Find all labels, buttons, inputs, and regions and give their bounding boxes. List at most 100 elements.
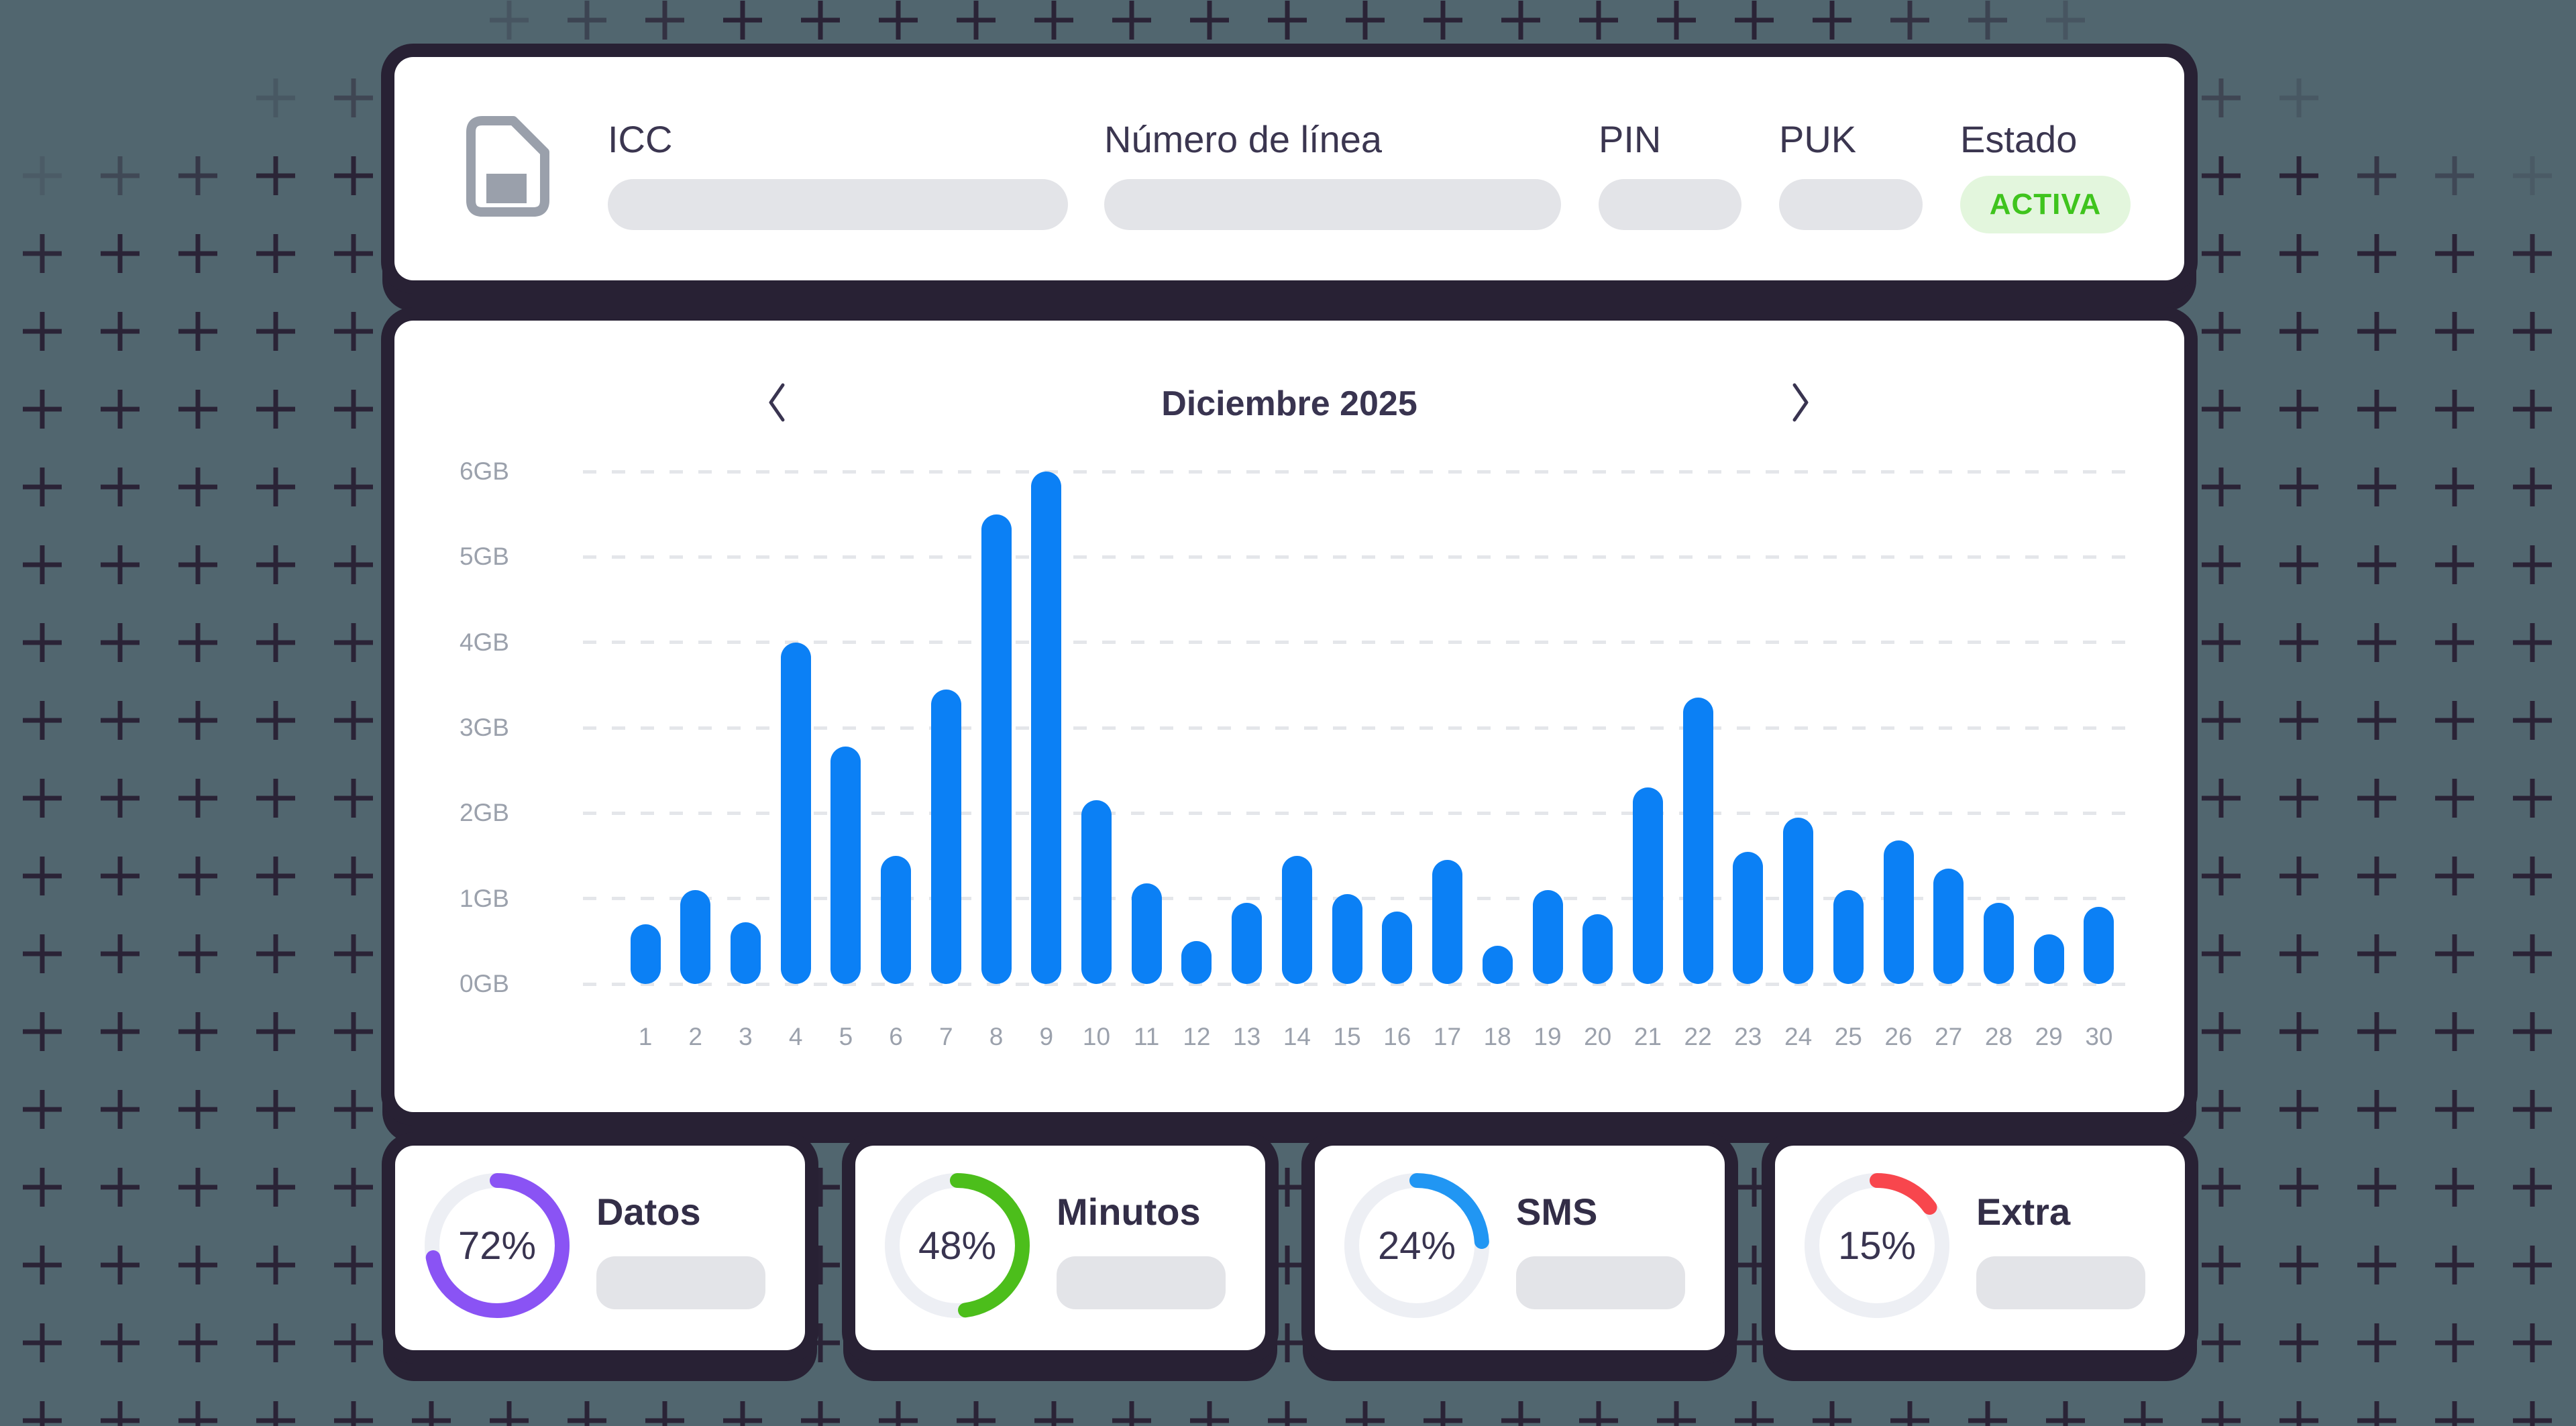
x-axis-label-day-10: 10	[1082, 1023, 1111, 1050]
bar-day-30[interactable]	[2084, 907, 2114, 984]
x-axis-label-day-20: 20	[1584, 1023, 1612, 1050]
x-axis-label-day-11: 11	[1133, 1023, 1160, 1050]
x-axis-label-day-16: 16	[1383, 1023, 1411, 1050]
bar-day-17[interactable]	[1432, 860, 1462, 984]
bar-day-16[interactable]	[1382, 911, 1413, 984]
icc-value-placeholder	[608, 179, 1068, 230]
x-axis-label-day-17: 17	[1433, 1023, 1462, 1050]
datos-progress-ring: 72%	[425, 1173, 570, 1318]
bar-day-28[interactable]	[1983, 903, 2014, 984]
extra-ring-icon	[1805, 1173, 1949, 1318]
sms-percent-value: 24%	[1377, 1223, 1456, 1268]
extra-card-label: Extra	[1976, 1191, 2071, 1233]
gridline-4gb	[583, 641, 2141, 645]
bar-day-5[interactable]	[830, 747, 861, 984]
bar-day-27[interactable]	[1933, 869, 1964, 984]
x-axis-label-day-22: 22	[1684, 1023, 1712, 1050]
sms-card-label: SMS	[1516, 1191, 1598, 1233]
x-axis-label-day-5: 5	[839, 1023, 853, 1050]
chevron-left-icon	[765, 383, 788, 426]
puk-label: PUK	[1779, 118, 1857, 160]
y-axis-label-4gb: 4GB	[459, 628, 509, 656]
x-axis-label-day-18: 18	[1483, 1023, 1511, 1050]
datos-card-label: Datos	[596, 1191, 701, 1233]
bar-day-3[interactable]	[730, 922, 761, 984]
x-axis-label-day-15: 15	[1333, 1023, 1361, 1050]
pin-value-placeholder	[1599, 179, 1741, 230]
puk-value-placeholder	[1779, 179, 1923, 230]
bar-day-21[interactable]	[1632, 787, 1663, 984]
bar-day-18[interactable]	[1482, 945, 1513, 984]
x-axis-label-day-27: 27	[1935, 1023, 1963, 1050]
x-axis-label-day-7: 7	[939, 1023, 953, 1050]
bar-day-6[interactable]	[881, 856, 912, 984]
bar-day-15[interactable]	[1332, 894, 1362, 984]
usage-card-minutos: 48% Minutos	[855, 1146, 1265, 1350]
bar-day-20[interactable]	[1582, 914, 1613, 984]
y-axis-label-6gb: 6GB	[459, 457, 509, 485]
bar-day-4[interactable]	[780, 642, 811, 984]
bar-day-13[interactable]	[1232, 903, 1263, 984]
x-axis-label-day-24: 24	[1784, 1023, 1813, 1050]
bar-day-9[interactable]	[1031, 472, 1062, 984]
bar-day-12[interactable]	[1181, 941, 1212, 984]
x-axis-label-day-1: 1	[638, 1023, 653, 1050]
bar-day-10[interactable]	[1081, 800, 1112, 984]
x-axis-label-day-26: 26	[1884, 1023, 1913, 1050]
sms-ring-icon	[1344, 1173, 1489, 1318]
x-axis-label-day-23: 23	[1734, 1023, 1762, 1050]
chart-title: Diciembre 2025	[1161, 384, 1417, 423]
bar-day-1[interactable]	[630, 924, 661, 984]
next-month-button[interactable]	[1782, 374, 1819, 431]
usage-chart-card: Diciembre 2025 0GB 1GB 2GB 3GB 4GB 5GB 6GB 1 2 3 4…	[394, 321, 2184, 1112]
minutos-progress-ring: 48%	[885, 1173, 1030, 1318]
x-axis-label-day-21: 21	[1633, 1023, 1662, 1050]
gridline-6gb	[583, 470, 2141, 474]
x-axis-label-day-6: 6	[889, 1023, 903, 1050]
bar-day-14[interactable]	[1281, 856, 1312, 984]
sms-value-placeholder	[1516, 1256, 1685, 1309]
x-axis-label-day-30: 30	[2085, 1023, 2113, 1050]
pin-label: PIN	[1599, 118, 1662, 160]
datos-ring-icon	[425, 1173, 570, 1318]
y-axis-label-1gb: 1GB	[459, 884, 509, 912]
x-axis-label-day-2: 2	[688, 1023, 702, 1050]
datos-percent-value: 72%	[458, 1223, 537, 1268]
datos-value-placeholder	[596, 1256, 765, 1309]
x-axis-label-day-8: 8	[989, 1023, 1004, 1050]
x-axis-label-day-4: 4	[788, 1023, 803, 1050]
bar-day-7[interactable]	[930, 689, 961, 984]
x-axis-label-day-3: 3	[739, 1023, 753, 1050]
x-axis-label-day-14: 14	[1283, 1023, 1311, 1050]
bar-day-29[interactable]	[2033, 934, 2064, 984]
usage-card-extra: 15% Extra	[1775, 1146, 2185, 1350]
bar-day-25[interactable]	[1833, 889, 1864, 984]
bar-day-2[interactable]	[680, 889, 711, 984]
bar-day-26[interactable]	[1883, 840, 1914, 984]
bar-day-8[interactable]	[981, 514, 1012, 984]
estado-label: Estado	[1960, 118, 2078, 160]
minutos-value-placeholder	[1057, 1256, 1226, 1309]
icc-label: ICC	[608, 118, 673, 160]
bar-day-19[interactable]	[1532, 889, 1563, 984]
y-axis-label-0gb: 0GB	[459, 970, 509, 997]
numero-de-linea-label: Número de línea	[1104, 118, 1383, 160]
prev-month-button[interactable]	[759, 374, 795, 431]
bar-day-23[interactable]	[1733, 851, 1764, 984]
x-axis-label-day-25: 25	[1834, 1023, 1862, 1050]
gridline-3gb	[583, 726, 2141, 730]
extra-value-placeholder	[1976, 1256, 2145, 1309]
bar-day-24[interactable]	[1783, 817, 1814, 984]
minutos-percent-value: 48%	[918, 1223, 997, 1268]
sim-card-icon	[466, 116, 549, 217]
usage-card-datos: 72% Datos	[395, 1146, 805, 1350]
x-axis-label-day-19: 19	[1534, 1023, 1562, 1050]
sim-info-card: ICC Número de línea PIN PUK Estado ACTIV…	[394, 57, 2184, 280]
minutos-card-label: Minutos	[1057, 1191, 1201, 1233]
usage-card-sms: 24% SMS	[1315, 1146, 1725, 1350]
extra-percent-value: 15%	[1837, 1223, 1917, 1268]
bar-day-11[interactable]	[1131, 883, 1162, 984]
bar-day-22[interactable]	[1682, 698, 1713, 984]
gridline-1gb	[583, 897, 2141, 901]
